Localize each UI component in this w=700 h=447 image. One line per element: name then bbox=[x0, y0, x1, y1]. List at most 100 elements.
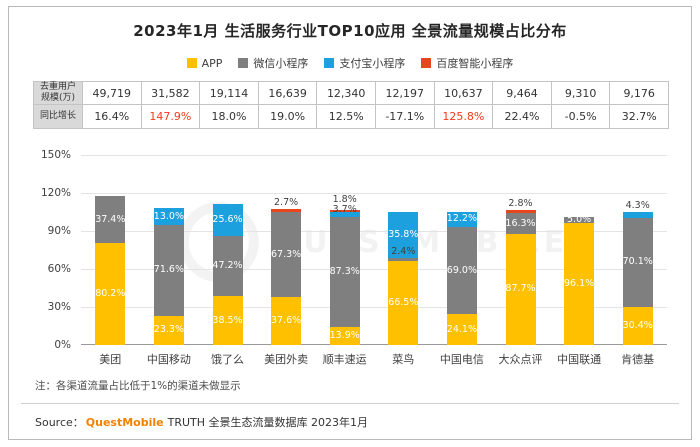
legend-item: APP bbox=[186, 57, 222, 70]
table-cell-growth: -0.5% bbox=[550, 105, 610, 128]
bar-segment bbox=[622, 212, 653, 218]
legend-label: 百度智能小程序 bbox=[436, 57, 514, 70]
bar-segment bbox=[622, 306, 653, 345]
legend-swatch bbox=[421, 58, 432, 68]
legend-label: 微信小程序 bbox=[253, 57, 309, 70]
bar-segment bbox=[95, 243, 126, 345]
stacked-bar: 1.8% 3.7% 87.3% 13.9% bbox=[330, 155, 360, 345]
bar-segment bbox=[212, 296, 243, 345]
stacked-bar: 13.0% 71.6% 23.3% bbox=[154, 155, 184, 345]
x-axis-label: 顺丰速运 bbox=[322, 353, 367, 366]
y-axis-tick: 90% bbox=[47, 225, 71, 237]
bar-segment bbox=[329, 216, 360, 328]
x-axis-labels: 美团 中国移动 饿了么 美团外卖 顺丰速运 菜鸟 中国电信 大众点评 中国联通 肯德基 bbox=[81, 351, 667, 367]
bar-segment bbox=[388, 260, 419, 345]
bar-segment bbox=[388, 212, 419, 258]
table-cell-growth: 22.4% bbox=[492, 105, 551, 128]
stacked-bar: 12.2% 69.0% 24.1% bbox=[447, 155, 477, 345]
table-cell-users: 19,114 bbox=[199, 82, 258, 105]
table-cell-users: 9,464 bbox=[492, 82, 551, 105]
stacked-bar: 5.0% 96.1% bbox=[564, 155, 594, 345]
bar-value-label: 4.3% bbox=[625, 200, 650, 212]
table-cell-growth: 125.8% bbox=[433, 105, 493, 128]
source-prefix: Source： bbox=[35, 416, 84, 429]
table-cell-growth: 18.0% bbox=[199, 105, 258, 128]
bar-value-label: 24.1% bbox=[446, 323, 477, 335]
bar-segment bbox=[388, 257, 419, 261]
stacked-bar: 35.8% 2.4% 66.5% bbox=[388, 155, 418, 345]
bar-value-label: 25.6% bbox=[212, 214, 243, 226]
legend-swatch bbox=[186, 58, 197, 68]
bar-value-label: 23.3% bbox=[153, 324, 184, 336]
stacked-bar: 4.3% 70.1% 30.4% bbox=[623, 155, 653, 345]
bar-value-label: 2.7% bbox=[274, 196, 299, 208]
bar-value-label: 3.7% bbox=[332, 204, 357, 216]
y-axis-tick: 60% bbox=[47, 263, 71, 275]
x-axis-label: 饿了么 bbox=[210, 353, 244, 366]
x-axis-label: 中国联通 bbox=[557, 353, 602, 366]
bar-segment bbox=[329, 212, 360, 217]
x-axis-label: 菜鸟 bbox=[392, 353, 415, 366]
y-axis-tick: 120% bbox=[40, 187, 71, 199]
table-cell-users: 16,639 bbox=[257, 82, 317, 105]
table-row-label: 去重用户规模(万) bbox=[34, 82, 82, 105]
divider bbox=[21, 403, 679, 404]
bar-segment bbox=[446, 314, 477, 345]
x-axis-label: 美团外卖 bbox=[264, 353, 309, 366]
x-axis-line bbox=[81, 344, 667, 345]
bar-segment bbox=[564, 216, 595, 224]
bar-segment bbox=[95, 196, 126, 244]
bar-value-label: 47.2% bbox=[212, 260, 243, 272]
gridline bbox=[81, 307, 667, 308]
x-axis-label: 大众点评 bbox=[498, 353, 543, 366]
gridline bbox=[81, 269, 667, 270]
table-cell-users: 12,197 bbox=[374, 82, 434, 105]
bar-value-label: 13.9% bbox=[329, 330, 360, 342]
bar-segment bbox=[505, 213, 536, 234]
bar-segment bbox=[153, 224, 184, 316]
legend-item: 百度智能小程序 bbox=[421, 55, 513, 71]
bar-value-label: 69.0% bbox=[446, 264, 477, 276]
table-cell-growth: 147.9% bbox=[140, 105, 200, 128]
legend-item: 微信小程序 bbox=[238, 55, 308, 71]
plot-area: QUESTMOBILE 37.4% 80.2% 13.0% 71.6% 23.3% 25.6… bbox=[81, 155, 667, 345]
bar-value-label: 37.4% bbox=[95, 213, 126, 225]
bar-value-label: 67.3% bbox=[271, 248, 302, 260]
stacked-bar: 2.8% 16.3% 87.7% bbox=[505, 155, 536, 345]
table-row-label: 同比增长 bbox=[34, 105, 82, 128]
chart-card: 2023年1月 生活服务行业TOP10应用 全景流量规模占比分布 APP 微信小程… bbox=[8, 6, 692, 440]
bar-value-label: 37.6% bbox=[271, 315, 302, 327]
legend-label: 支付宝小程序 bbox=[339, 57, 406, 70]
bar-value-label: 2.8% bbox=[508, 197, 533, 209]
bar-value-label: 80.2% bbox=[95, 288, 126, 300]
gridline bbox=[81, 231, 667, 232]
x-axis-label: 美团 bbox=[99, 353, 122, 366]
bar-value-label: 12.2% bbox=[446, 213, 477, 225]
table-cell-growth: 12.5% bbox=[316, 105, 375, 128]
bar-value-label: 35.8% bbox=[388, 229, 419, 241]
x-axis-label: 肯德基 bbox=[621, 353, 655, 366]
chart-title: 2023年1月 生活服务行业TOP10应用 全景流量规模占比分布 bbox=[133, 22, 567, 40]
stacked-bar: 25.6% 47.2% 38.5% bbox=[212, 155, 243, 345]
y-axis-tick: 30% bbox=[47, 301, 71, 313]
bar-segment bbox=[622, 217, 653, 307]
bar-segment bbox=[505, 209, 536, 214]
y-axis-tick: 150% bbox=[40, 149, 71, 161]
source-description: TRUTH 全景生态流量数据库 2023年1月 bbox=[167, 416, 368, 429]
data-table: 去重用户规模(万) 49,719 31,582 19,114 16,639 12,340 1… bbox=[33, 81, 669, 129]
bar-segment bbox=[271, 208, 302, 213]
bar-value-label: 87.7% bbox=[505, 283, 536, 295]
stacked-bar: 37.4% 80.2% bbox=[95, 155, 125, 345]
legend: APP 微信小程序 支付宝小程序 百度智能小程序 bbox=[9, 55, 691, 71]
table-cell-growth: 16.4% bbox=[82, 105, 141, 128]
x-axis-label: 中国电信 bbox=[439, 353, 484, 366]
table-cell-users: 31,582 bbox=[140, 82, 200, 105]
table-cell-growth: 19.0% bbox=[257, 105, 317, 128]
x-axis-label: 中国移动 bbox=[146, 353, 191, 366]
table-cell-users: 10,637 bbox=[433, 82, 493, 105]
bar-segment bbox=[505, 233, 536, 345]
legend-item: 支付宝小程序 bbox=[324, 55, 405, 71]
bar-segment bbox=[153, 208, 184, 225]
bar-segment bbox=[564, 223, 595, 345]
y-axis: 0% 30% 60% 90% 120% 150% bbox=[25, 149, 75, 351]
